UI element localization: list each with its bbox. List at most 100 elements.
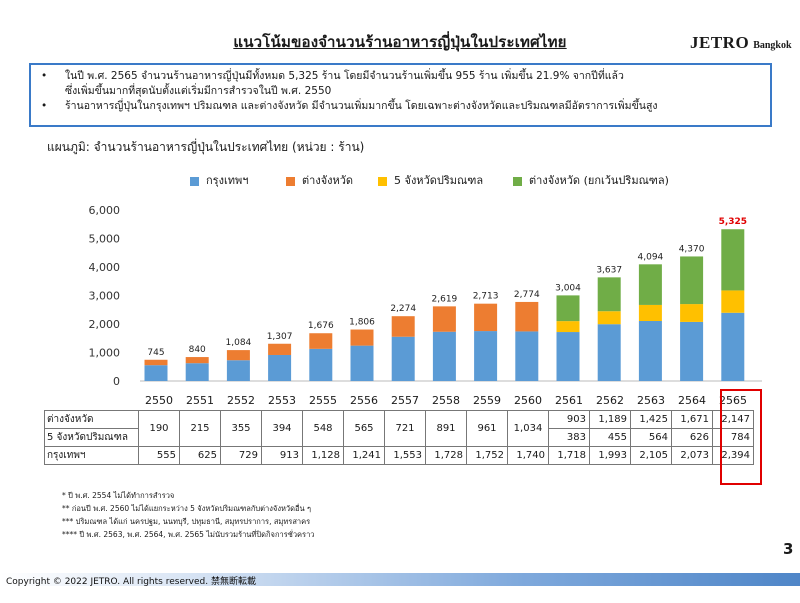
bar-segment	[721, 312, 745, 381]
year-header: 2558	[425, 390, 467, 411]
total-data-label: 840	[189, 345, 206, 355]
table-cell: 555	[138, 446, 180, 465]
bar-segment	[721, 229, 745, 291]
summary-box: • ในปี พ.ศ. 2565 จำนวนร้านอาหารญี่ปุ่นมีท…	[29, 63, 772, 127]
bar-segment	[515, 301, 539, 332]
table-cell: 383	[548, 428, 590, 447]
table-cell: 564	[630, 428, 672, 447]
total-data-label: 1,307	[267, 332, 293, 342]
copyright-text: Copyright © 2022 JETRO. All rights reser…	[6, 577, 256, 587]
year-header: 2560	[507, 390, 549, 411]
bar-segment	[556, 332, 580, 381]
legend-label: ต่างจังหวัด (ยกเว้นปริมณฑล)	[529, 174, 669, 187]
page-title: แนวโน้มของจำนวนร้านอาหารญี่ปุ่นในประเทศไ…	[233, 33, 567, 51]
bullet-icon: •	[41, 100, 48, 112]
legend-swatch	[190, 176, 199, 186]
table-cell: 1,128	[302, 446, 344, 465]
legend-item-provinces-excl: ต่างจังหวัด (ยกเว้นปริมณฑล)	[513, 171, 669, 189]
y-tick-label: 2,000	[89, 318, 121, 331]
bar-segment	[680, 256, 704, 305]
bar-segment	[432, 331, 456, 381]
y-tick-label: 6,000	[89, 204, 121, 217]
bar-segment	[144, 359, 168, 366]
table-cell: 1,671	[671, 410, 713, 429]
bar-segment	[268, 354, 292, 381]
total-data-label: 3,637	[596, 265, 622, 275]
legend-label: 5 จังหวัดปริมณฑล	[394, 174, 484, 187]
bar-segment	[721, 290, 745, 313]
row-label-provinces: ต่างจังหวัด	[44, 410, 139, 429]
bar-segment	[638, 304, 662, 322]
bar-segment	[474, 303, 498, 332]
total-data-label: 1,084	[226, 338, 252, 348]
footnote: ** ก่อนปี พ.ศ. 2560 ไม่ได้แยกระหว่าง 5 จ…	[62, 504, 312, 513]
footer-bar: Copyright © 2022 JETRO. All rights reser…	[0, 573, 800, 587]
table-cell: 2,394	[712, 446, 754, 465]
bar-segment	[185, 363, 209, 381]
footnotes: * ปี พ.ศ. 2554 ไม่ได้ทำการสำรวจ ** ก่อนป…	[62, 489, 315, 541]
summary-text: ในปี พ.ศ. 2565 จำนวนร้านอาหารญี่ปุ่นมีทั…	[65, 70, 624, 82]
table-cell: 1,241	[343, 446, 385, 465]
bar-segment	[638, 264, 662, 305]
y-tick-label: 0	[113, 375, 120, 388]
footnote: **** ปี พ.ศ. 2563, พ.ศ. 2564, พ.ศ. 2565 …	[62, 530, 315, 539]
legend-swatch	[513, 176, 522, 186]
bar-segment	[226, 350, 250, 361]
y-tick-label: 4,000	[89, 261, 121, 274]
bar-segment	[556, 295, 580, 322]
logo-sub-text: Bangkok	[753, 40, 792, 51]
table-cell: 1,034	[507, 410, 549, 447]
table-cell: 1,993	[589, 446, 631, 465]
year-header: 2551	[179, 390, 221, 411]
bar-segment	[391, 336, 415, 381]
footnote: *** ปริมณฑล ได้แก่ นครปฐม, นนทบุรี, ปทุม…	[62, 517, 311, 526]
year-header: 2564	[671, 390, 713, 411]
year-header: 2552	[220, 390, 262, 411]
table-cell: 1,189	[589, 410, 631, 429]
table-cell: 1,553	[384, 446, 426, 465]
table-cell: 2,105	[630, 446, 672, 465]
table-cell: 1,718	[548, 446, 590, 465]
year-header: 2563	[630, 390, 672, 411]
row-label-bangkok: กรุงเทพฯ	[44, 446, 139, 465]
year-header: 2556	[343, 390, 385, 411]
table-cell: 891	[425, 410, 467, 447]
table-row: 5 จังหวัดปริมณฑล 383 455 564 626 784	[44, 428, 754, 447]
legend-label: กรุงเทพฯ	[206, 174, 249, 187]
bar-segment	[185, 357, 209, 364]
summary-text: ร้านอาหารญี่ปุ่นในกรุงเทพฯ ปริมณฑล และต่…	[65, 100, 658, 112]
bar-segment	[350, 329, 374, 346]
legend-label: ต่างจังหวัด	[302, 174, 354, 187]
total-data-label: 2,713	[473, 292, 499, 302]
bar-segment	[680, 304, 704, 322]
bar-segment	[350, 345, 374, 381]
total-data-label: 5,325	[719, 217, 747, 227]
legend-item-provinces: ต่างจังหวัด	[286, 171, 353, 189]
highlight-2565-frame	[720, 389, 762, 485]
total-data-label: 1,806	[349, 318, 375, 328]
year-header: 2550	[138, 390, 180, 411]
table-cell: 961	[466, 410, 508, 447]
bar-segment	[268, 343, 292, 355]
table-cell: 1,740	[507, 446, 549, 465]
table-cell: 1,752	[466, 446, 508, 465]
bar-segment	[680, 321, 704, 381]
table-cell: 913	[261, 446, 303, 465]
table-row: กรุงเทพฯ 555 625 729 913 1,128 1,241 1,5…	[44, 446, 754, 465]
y-tick-label: 5,000	[89, 233, 121, 246]
year-header: 2557	[384, 390, 426, 411]
y-tick-label: 1,000	[89, 347, 121, 360]
table-row: ต่างจังหวัด 190 215 355 394 548 565 721 …	[44, 410, 754, 447]
row-label-perimeter: 5 จังหวัดปริมณฑล	[44, 428, 139, 447]
bar-segment	[597, 277, 621, 312]
table-cell: 903	[548, 410, 590, 429]
bar-segment	[597, 324, 621, 381]
table-cell: 1,425	[630, 410, 672, 429]
bar-segment	[597, 311, 621, 325]
bar-segment	[556, 321, 580, 333]
table-header-row: 2550 2551 2552 2553 2555 2556 2557 2558 …	[45, 390, 754, 411]
jetro-logo: JETRO Bangkok	[690, 33, 792, 53]
year-header: 2553	[261, 390, 303, 411]
table-cell: 2,073	[671, 446, 713, 465]
